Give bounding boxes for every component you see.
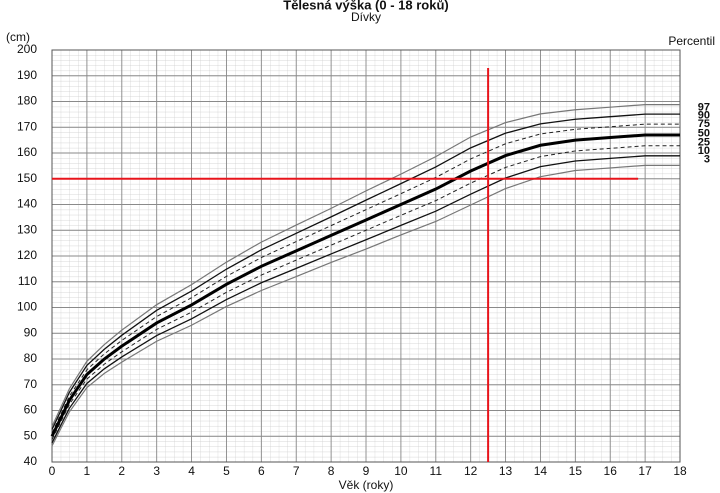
plot-frame	[51, 49, 681, 463]
x-tick-label: 6	[258, 464, 265, 478]
x-tick-label: 9	[363, 464, 370, 478]
percentile-line	[51, 155, 680, 444]
legend-label: 97	[698, 101, 710, 113]
x-tick-label: 4	[188, 464, 195, 478]
legend-label: 90	[698, 110, 710, 122]
percentile-line	[51, 113, 680, 430]
y-tick-label: 120	[17, 248, 37, 262]
y-tick-label: 190	[17, 68, 37, 82]
legend-title: Percentil	[668, 34, 715, 48]
y-tick-label: 150	[17, 171, 37, 185]
y-tick-label: 70	[24, 377, 38, 391]
x-tick-label: 12	[464, 464, 478, 478]
y-tick-label: 180	[17, 94, 37, 108]
x-tick-label: 18	[673, 464, 687, 478]
legend-label: 25	[698, 137, 710, 149]
y-tick-label: 100	[17, 300, 37, 314]
chart-subtitle: Dívky	[351, 10, 381, 24]
x-tick-label: 17	[638, 464, 652, 478]
legend-label: 50	[698, 127, 710, 139]
x-tick-label: 7	[293, 464, 300, 478]
x-tick-label: 10	[394, 464, 408, 478]
x-tick-label: 14	[534, 464, 548, 478]
percentile-line	[51, 164, 680, 447]
y-tick-label: 40	[24, 454, 38, 468]
x-tick-label: 11	[430, 464, 443, 478]
x-tick-label: 8	[328, 464, 335, 478]
x-tick-label: 0	[49, 464, 56, 478]
chart-title: Tělesná výška (0 - 18 roků)	[283, 0, 448, 12]
x-tick-label: 15	[569, 464, 583, 478]
y-unit-label: (cm)	[6, 30, 30, 44]
y-tick-label: 90	[24, 325, 38, 339]
legend-label: 3	[704, 153, 710, 165]
percentile-line	[51, 103, 680, 427]
legend-label: 75	[698, 118, 710, 130]
y-tick-label: 110	[18, 274, 37, 288]
y-tick-label: 200	[17, 42, 37, 56]
x-tick-label: 16	[604, 464, 618, 478]
y-tick-label: 50	[24, 428, 38, 442]
percentile-line	[51, 145, 680, 440]
x-axis-label: Věk (roky)	[339, 478, 394, 492]
y-tick-label: 130	[17, 222, 37, 236]
x-tick-label: 1	[84, 464, 91, 478]
y-tick-label: 140	[17, 197, 37, 211]
y-tick-label: 160	[17, 145, 37, 159]
x-tick-label: 13	[499, 464, 513, 478]
y-tick-label: 60	[24, 403, 38, 417]
x-tick-label: 2	[118, 464, 125, 478]
y-tick-label: 170	[17, 119, 37, 133]
y-tick-label: 80	[24, 351, 38, 365]
x-tick-label: 5	[223, 464, 230, 478]
x-tick-label: 3	[153, 464, 160, 478]
legend-label: 10	[698, 145, 710, 157]
percentile-line	[50, 133, 680, 437]
percentile-line	[51, 123, 680, 434]
